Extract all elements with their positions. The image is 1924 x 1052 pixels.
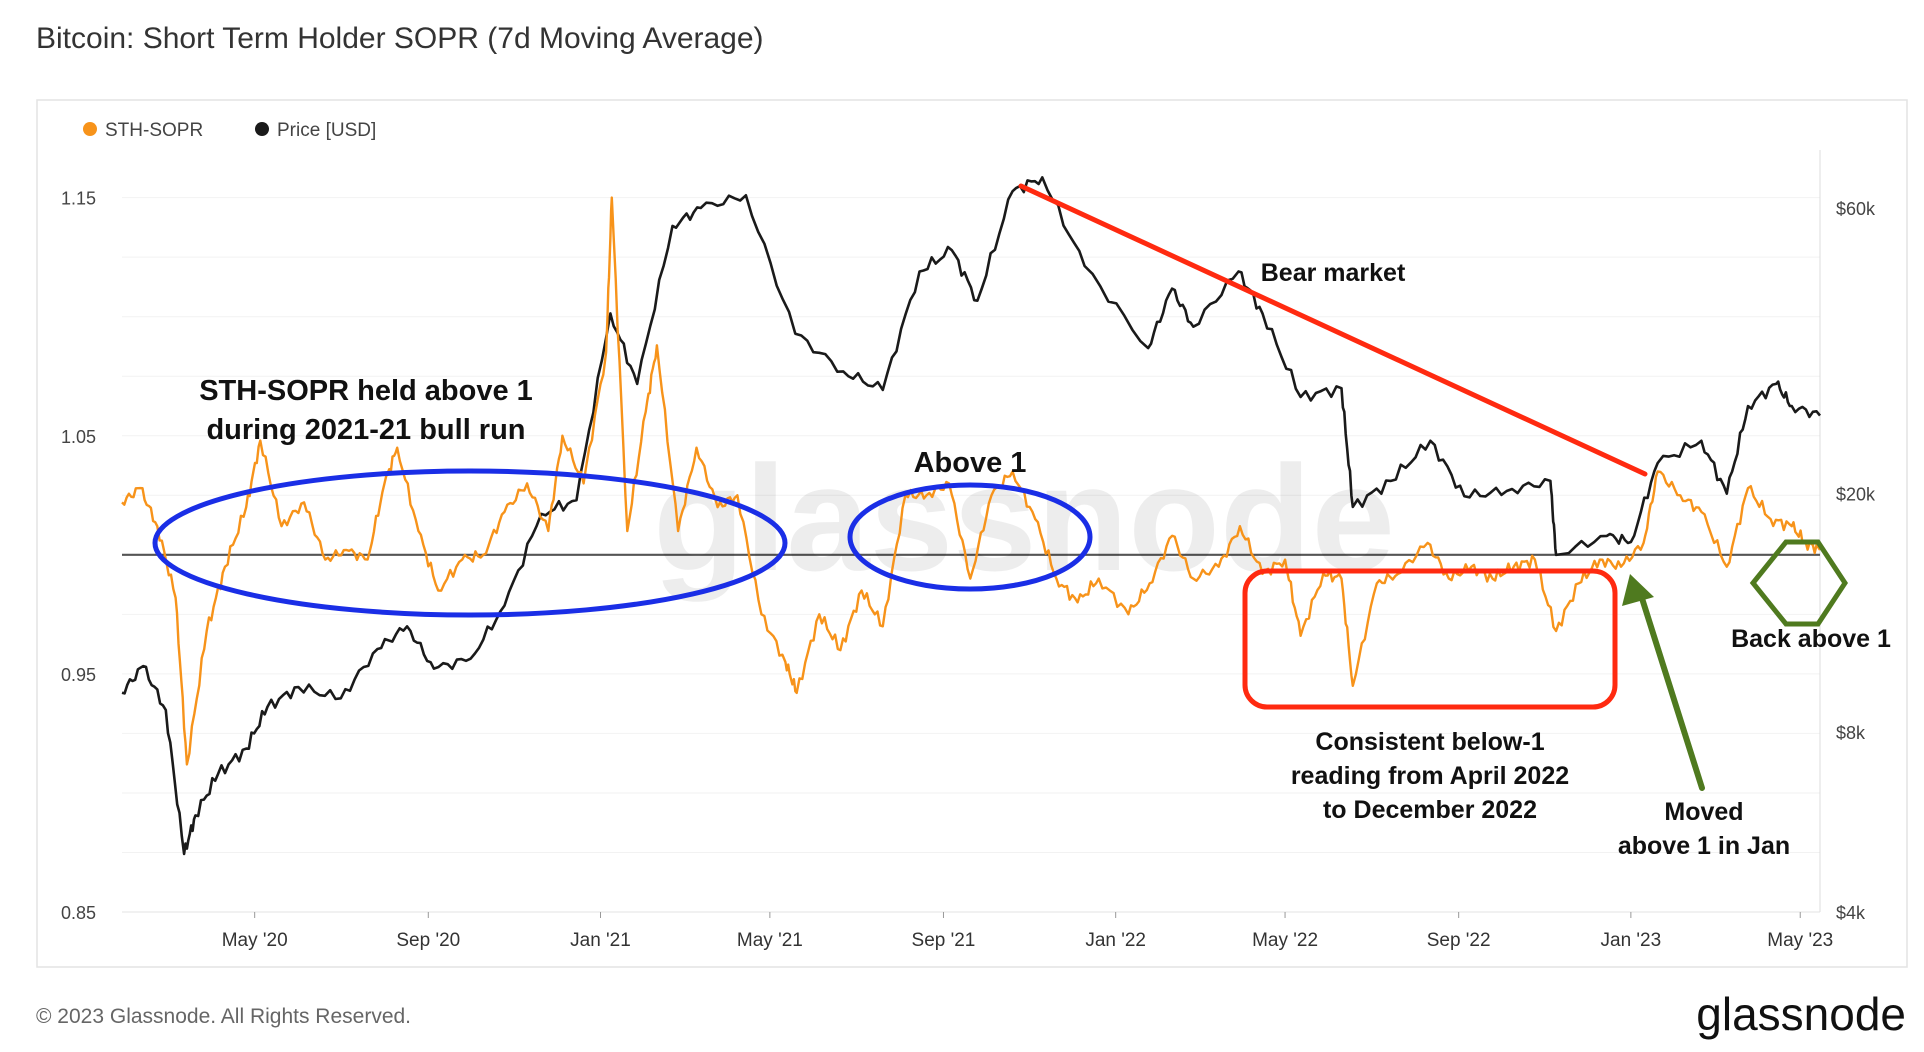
x-tick-label: Jan '22 — [1085, 930, 1146, 951]
legend-marker-1 — [255, 122, 269, 136]
sth-sopr-line — [121, 196, 1822, 766]
y-left-tick-label: 1.15 — [61, 189, 96, 209]
x-tick-label: May '20 — [222, 930, 288, 951]
annotation-above-1: Above 1 — [914, 447, 1027, 479]
annotation-below-1: to December 2022 — [1323, 796, 1537, 824]
chart-frame — [36, 99, 1908, 968]
grid-lines — [122, 150, 1821, 913]
x-tick-label: Jan '21 — [570, 930, 631, 951]
x-tick-label: Sep '21 — [912, 930, 976, 951]
annotation-bear-market: Bear market — [1261, 259, 1406, 287]
y-left-tick-label: 0.85 — [61, 903, 96, 923]
y-right-tick-label: $8k — [1836, 723, 1866, 743]
annotation-moved-above-1: above 1 in Jan — [1618, 832, 1790, 860]
green-arrow-shaft — [1637, 589, 1705, 791]
y-right-tick-label: $20k — [1836, 485, 1876, 505]
legend-label-0: STH-SOPR — [105, 120, 203, 141]
ellipse-above-1 — [847, 482, 1093, 592]
x-tick-label: May '23 — [1767, 930, 1833, 951]
annotation-below-1: Consistent below-1 — [1315, 728, 1544, 756]
chart-axes: May '20 Sep '20 Jan '21 May '21 Sep '21 Jan '… — [61, 189, 1876, 951]
y-left-tick-label: 1.05 — [61, 427, 96, 447]
annotation-back-above-1: Back above 1 — [1731, 625, 1891, 653]
legend-marker-0 — [83, 122, 97, 136]
x-tick-label: Sep '22 — [1427, 930, 1491, 951]
ellipse-bull-run — [152, 468, 788, 618]
annotation-bull-run: STH-SOPR held above 1 — [199, 375, 533, 407]
x-tick-label: Jan '23 — [1601, 930, 1662, 951]
annotation-bull-run: during 2021-21 bull run — [206, 414, 525, 446]
chart-legend: STH-SOPR Price [USD] — [83, 120, 376, 141]
annotation-moved-above-1: Moved — [1664, 798, 1743, 826]
chart-title: Bitcoin: Short Term Holder SOPR (7d Movi… — [36, 22, 764, 55]
y-left-tick-label: 0.95 — [61, 665, 96, 685]
annotation-below-1: reading from April 2022 — [1291, 762, 1569, 790]
y-right-tick-label: $4k — [1836, 903, 1866, 923]
x-tick-label: May '22 — [1252, 930, 1318, 951]
chart-series — [121, 176, 1822, 856]
legend-label-1: Price [USD] — [277, 120, 376, 141]
copyright-text: © 2023 Glassnode. All Rights Reserved. — [36, 1005, 411, 1028]
x-tick-label: May '21 — [737, 930, 803, 951]
price-usd-line — [121, 176, 1822, 856]
glassnode-logo: glassnode — [1696, 988, 1906, 1040]
bear-market-line — [1018, 183, 1648, 477]
green-hexagon — [1749, 539, 1848, 627]
green-arrow-head — [1622, 574, 1654, 606]
x-tick-label: Sep '20 — [396, 930, 460, 951]
y-right-tick-label: $60k — [1836, 199, 1876, 219]
below-1-box — [1242, 568, 1618, 710]
chart-annotations: STH-SOPR held above 1 during 2021-21 bull… — [152, 183, 1891, 860]
